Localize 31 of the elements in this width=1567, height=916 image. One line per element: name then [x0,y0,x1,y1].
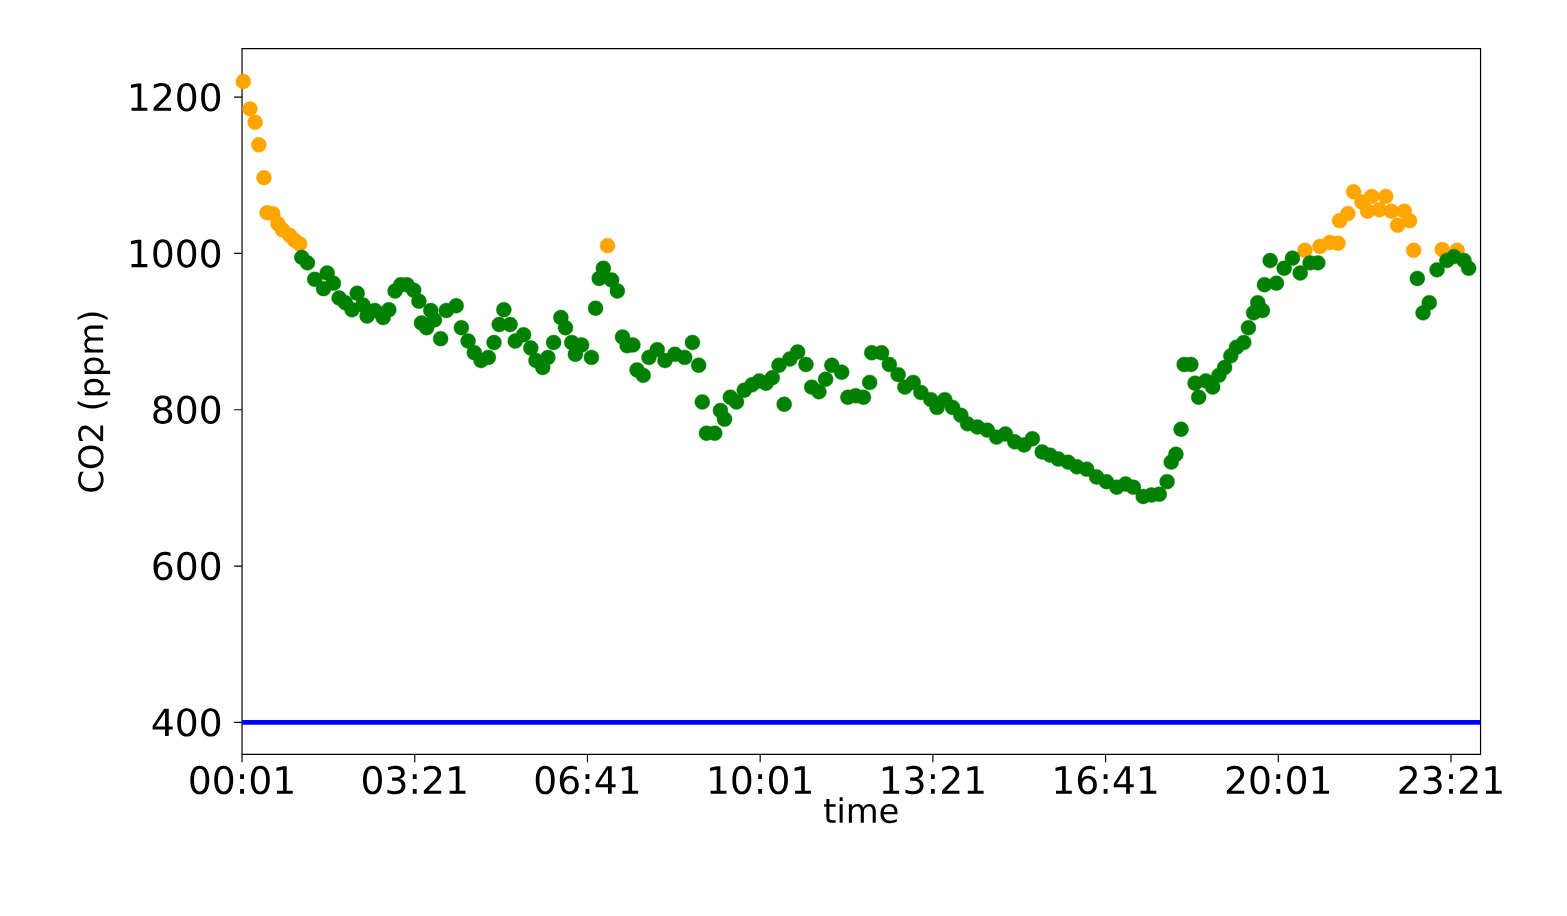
y-axis-title: CO2 (ppm) [77,312,111,492]
point [1406,242,1422,258]
point [1340,205,1356,222]
y-tick-label: 800 [153,395,221,424]
x-tick-label: 23:21 [1399,765,1502,795]
x-tick-label: 00:01 [190,765,293,795]
point [1364,188,1380,204]
x-tick-label: 20:01 [1226,765,1330,795]
y-tick-label: 400 [152,707,221,737]
point [247,114,263,130]
point [1378,188,1394,204]
x-tick-label: 16:41 [1055,765,1157,795]
point [235,73,251,89]
point [256,169,272,186]
point [242,101,258,117]
x-tick-label: 06:41 [535,765,639,795]
x-tick-label: 03:21 [363,765,466,795]
point [599,237,616,254]
y-tick-label: 600 [153,551,221,581]
y-tick-label: 1200 [131,82,221,112]
x-tick-label: 10:01 [710,765,811,795]
point [1345,183,1362,200]
x-axis-title: time [824,796,898,823]
x-tick-label: 13:21 [882,765,984,795]
point [1401,212,1418,229]
point [251,136,267,153]
y-tick-label: 1000 [131,239,221,268]
point [1389,217,1406,233]
point [292,236,308,252]
point [1383,203,1400,219]
point [1297,242,1313,258]
